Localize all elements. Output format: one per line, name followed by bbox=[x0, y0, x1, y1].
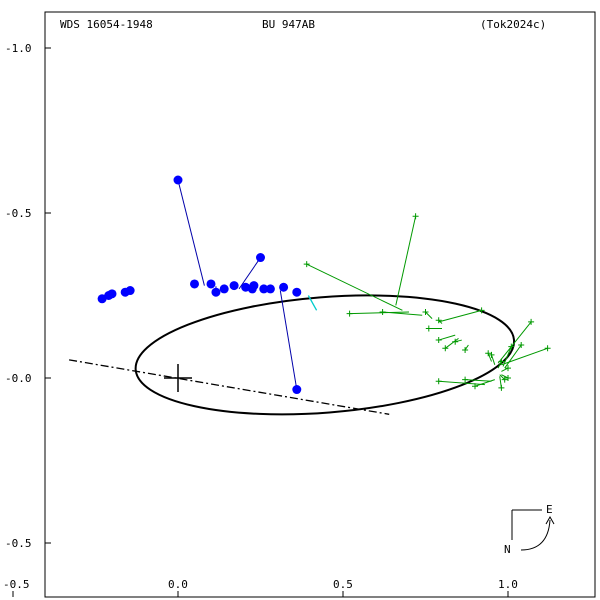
micrometer-point bbox=[346, 310, 353, 317]
y-tick-label: -1.0 bbox=[5, 42, 32, 55]
x-tick-label: 0.0 bbox=[168, 578, 188, 591]
title-left: WDS 16054-1948 bbox=[60, 18, 153, 31]
micrometer-residual-line bbox=[306, 263, 403, 311]
visual-point bbox=[125, 286, 135, 296]
micrometer-residual-line bbox=[438, 380, 485, 386]
micrometer-point bbox=[452, 338, 459, 345]
x-axis-ticks: -0.5 0.0 0.5 1.0 bbox=[3, 578, 518, 597]
micrometer-point bbox=[508, 343, 515, 350]
visual-point bbox=[229, 281, 239, 291]
y-tick-label: -0.5 bbox=[5, 537, 32, 550]
micrometer-point bbox=[544, 345, 551, 352]
visual-point bbox=[211, 287, 221, 297]
micrometer-point bbox=[498, 384, 505, 391]
visual-point bbox=[256, 253, 265, 263]
visual-point bbox=[206, 279, 216, 289]
micrometer-residual-line bbox=[474, 379, 495, 387]
micrometer-point bbox=[505, 375, 511, 381]
micrometer-point bbox=[412, 213, 419, 220]
title-right: (Tok2024c) bbox=[480, 18, 546, 31]
micrometer-point bbox=[462, 376, 469, 383]
micrometer-point bbox=[488, 351, 495, 358]
micrometer-residual-line bbox=[395, 216, 417, 306]
y-tick-label: -0.5 bbox=[5, 207, 32, 220]
visual-residual-line bbox=[177, 179, 205, 286]
compass-arrow bbox=[520, 519, 551, 551]
visual-point bbox=[259, 284, 269, 294]
x-tick-label: 1.0 bbox=[498, 578, 518, 591]
orbit-ellipse bbox=[134, 294, 516, 416]
visual-point bbox=[190, 279, 199, 289]
visual-residual-line bbox=[238, 257, 261, 290]
micrometer-residual-line bbox=[497, 361, 502, 369]
micrometer-residual-line bbox=[382, 311, 423, 316]
micrometer-point bbox=[422, 309, 429, 315]
micrometer-point bbox=[501, 376, 508, 383]
micrometer-point bbox=[478, 307, 485, 314]
micrometer-residual-line bbox=[501, 374, 509, 379]
residual-lines bbox=[108, 179, 548, 390]
micrometer-point bbox=[435, 378, 442, 385]
primary-star-marker bbox=[164, 364, 192, 392]
micrometer-point bbox=[425, 325, 432, 332]
micrometer-point bbox=[435, 317, 442, 324]
visual-point bbox=[279, 282, 289, 292]
compass-arrow-head bbox=[545, 515, 555, 525]
micrometer-point bbox=[518, 342, 525, 348]
visual-point bbox=[219, 284, 229, 294]
micrometer-residual-line bbox=[501, 367, 509, 372]
plot-frame bbox=[44, 11, 596, 598]
micrometer-residual-line bbox=[499, 374, 506, 381]
visual-point bbox=[249, 281, 259, 291]
micrometer-point bbox=[472, 383, 478, 390]
x-tick-label: 0.5 bbox=[333, 578, 353, 591]
visual-point bbox=[265, 284, 275, 294]
visual-point bbox=[292, 385, 302, 395]
micrometer-residual-line bbox=[425, 311, 433, 319]
micrometer-point bbox=[379, 309, 386, 315]
micrometer-point bbox=[462, 346, 469, 353]
x-tick-label: -0.5 bbox=[3, 578, 30, 591]
title-center: BU 947AB bbox=[262, 18, 315, 31]
micrometer-residual-line bbox=[465, 379, 492, 382]
line-of-nodes bbox=[68, 359, 390, 415]
node-line bbox=[68, 359, 390, 415]
micrometer-residual-line bbox=[502, 346, 512, 367]
micrometer-residual-line bbox=[497, 321, 532, 364]
micrometer-residual-line bbox=[438, 334, 456, 341]
micrometer-point bbox=[442, 345, 449, 352]
cyan-residual-line bbox=[307, 295, 318, 311]
y-tick-label: -0.0 bbox=[5, 372, 32, 385]
micrometer-residual-line bbox=[438, 309, 482, 323]
micrometer-point bbox=[485, 350, 492, 357]
compass: E N bbox=[504, 503, 555, 556]
micrometer-residual-line bbox=[444, 337, 459, 349]
visual-residual-line bbox=[279, 290, 298, 390]
primary-cross bbox=[164, 364, 192, 392]
orbit-path bbox=[134, 294, 516, 416]
y-axis-ticks: -1.0 -0.5 -0.0 -0.5 bbox=[5, 42, 51, 550]
micrometer-residual-line bbox=[438, 319, 443, 324]
compass-north-label: N bbox=[504, 543, 511, 556]
micrometer-point bbox=[435, 337, 442, 344]
visual-point bbox=[292, 287, 302, 297]
micrometer-point bbox=[498, 358, 505, 365]
micrometer-point bbox=[505, 365, 511, 372]
micrometer-point bbox=[528, 318, 535, 325]
micrometer-residual-line bbox=[464, 344, 469, 351]
visual-point bbox=[107, 289, 117, 299]
micrometer-residual-line bbox=[349, 311, 410, 315]
compass-east-label: E bbox=[546, 503, 553, 516]
micrometer-point bbox=[303, 261, 310, 268]
observation-points bbox=[97, 175, 551, 395]
visual-point bbox=[173, 175, 183, 185]
micrometer-residual-line bbox=[491, 354, 496, 365]
micrometer-residual-line bbox=[504, 344, 522, 369]
